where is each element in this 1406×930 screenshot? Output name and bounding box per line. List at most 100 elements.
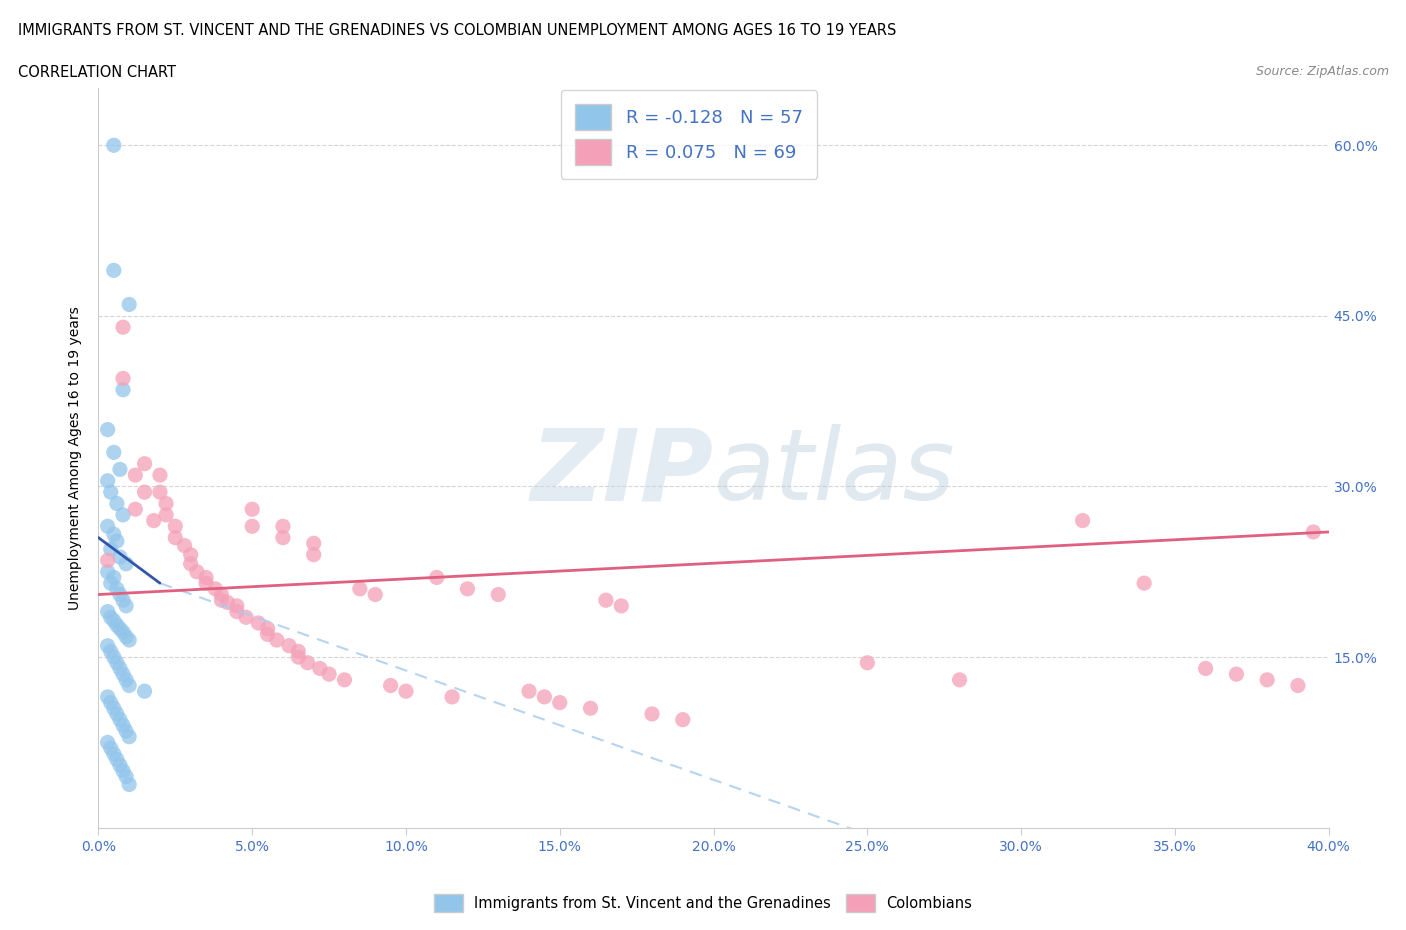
Point — [579, 701, 602, 716]
Point — [112, 718, 135, 733]
Point — [112, 764, 135, 778]
Point — [100, 644, 122, 658]
Point — [115, 630, 138, 644]
Point — [105, 707, 128, 722]
Point — [103, 701, 125, 716]
Y-axis label: Unemployment Among Ages 16 to 19 years: Unemployment Among Ages 16 to 19 years — [69, 306, 83, 610]
Point — [100, 740, 122, 755]
Point — [195, 576, 218, 591]
Point — [103, 138, 125, 153]
Point — [211, 587, 233, 602]
Point — [108, 712, 131, 727]
Point — [97, 473, 120, 488]
Point — [364, 587, 387, 602]
Point — [112, 592, 135, 607]
Point — [426, 570, 449, 585]
Point — [1286, 678, 1309, 693]
Point — [115, 599, 138, 614]
Point — [134, 457, 156, 472]
Point — [97, 689, 120, 704]
Point — [134, 485, 156, 499]
Point — [1225, 667, 1247, 682]
Point — [118, 678, 141, 693]
Point — [349, 581, 371, 596]
Point — [105, 656, 128, 671]
Point — [856, 656, 879, 671]
Point — [266, 632, 288, 647]
Point — [112, 382, 135, 397]
Point — [1071, 513, 1094, 528]
Point — [1195, 661, 1218, 676]
Point — [103, 445, 125, 459]
Point — [456, 581, 478, 596]
Point — [302, 547, 325, 562]
Point — [112, 320, 135, 335]
Point — [105, 752, 128, 767]
Point — [118, 729, 141, 744]
Point — [247, 616, 270, 631]
Point — [124, 502, 146, 517]
Point — [225, 599, 247, 614]
Point — [100, 541, 122, 556]
Point — [97, 519, 120, 534]
Point — [108, 661, 131, 676]
Point — [115, 672, 138, 687]
Point — [100, 695, 122, 710]
Point — [105, 534, 128, 549]
Point — [118, 632, 141, 647]
Point — [235, 610, 257, 625]
Text: ZIP: ZIP — [530, 424, 714, 522]
Point — [186, 565, 208, 579]
Point — [486, 587, 509, 602]
Point — [211, 592, 233, 607]
Point — [100, 610, 122, 625]
Point — [1302, 525, 1324, 539]
Point — [112, 667, 135, 682]
Point — [108, 550, 131, 565]
Point — [118, 297, 141, 312]
Point — [112, 508, 135, 523]
Point — [180, 547, 202, 562]
Point — [278, 638, 301, 653]
Point — [115, 724, 138, 738]
Point — [240, 502, 263, 517]
Point — [173, 538, 195, 553]
Point — [1256, 672, 1278, 687]
Point — [333, 672, 356, 687]
Point — [108, 587, 131, 602]
Point — [105, 618, 128, 632]
Point — [112, 371, 135, 386]
Point — [112, 625, 135, 640]
Point — [97, 735, 120, 750]
Point — [204, 581, 226, 596]
Point — [97, 553, 120, 568]
Point — [103, 613, 125, 628]
Point — [115, 769, 138, 784]
Point — [103, 263, 125, 278]
Point — [103, 526, 125, 541]
Point — [97, 638, 120, 653]
Point — [97, 604, 120, 619]
Point — [302, 536, 325, 551]
Point — [103, 570, 125, 585]
Point — [155, 508, 177, 523]
Point — [149, 468, 172, 483]
Point — [155, 496, 177, 511]
Point — [441, 689, 464, 704]
Point — [287, 644, 309, 658]
Point — [103, 650, 125, 665]
Point — [610, 599, 633, 614]
Point — [100, 485, 122, 499]
Point — [165, 530, 187, 545]
Point — [595, 592, 617, 607]
Point — [165, 519, 187, 534]
Point — [395, 684, 418, 698]
Point — [380, 678, 402, 693]
Text: IMMIGRANTS FROM ST. VINCENT AND THE GRENADINES VS COLOMBIAN UNEMPLOYMENT AMONG A: IMMIGRANTS FROM ST. VINCENT AND THE GREN… — [18, 23, 897, 38]
Point — [105, 496, 128, 511]
Point — [672, 712, 695, 727]
Point — [217, 595, 239, 610]
Point — [149, 485, 172, 499]
Point — [271, 530, 294, 545]
Point — [142, 513, 165, 528]
